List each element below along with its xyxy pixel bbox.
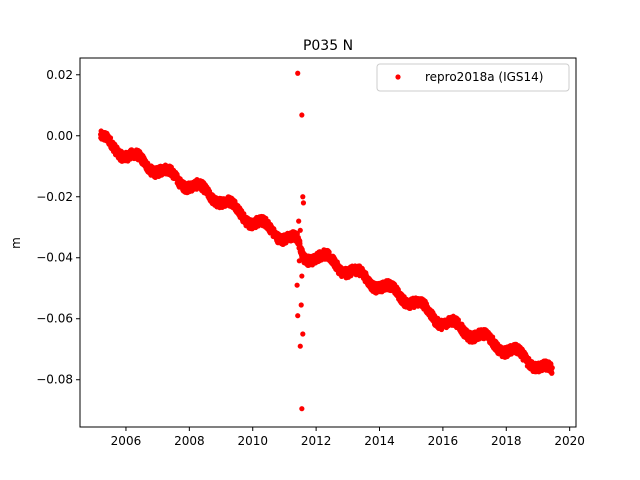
x-tick-label: 2020 <box>554 434 585 448</box>
x-tick-label: 2016 <box>428 434 459 448</box>
chart-title: P035 N <box>303 38 353 54</box>
outlier-point <box>298 302 304 308</box>
data-points <box>98 70 555 412</box>
x-axis: 2006 2008 2010 2012 2014 2016 2018 2020 <box>111 427 585 448</box>
outlier-point <box>297 239 303 246</box>
y-axis-label: m <box>9 237 23 249</box>
x-tick-label: 2008 <box>174 434 205 448</box>
x-tick-label: 2018 <box>491 434 522 448</box>
x-tick-label: 2012 <box>301 434 332 448</box>
y-tick-label: −0.02 <box>36 190 73 204</box>
data-point <box>549 365 555 371</box>
outlier-point <box>298 249 304 255</box>
outlier-point <box>295 313 301 319</box>
outlier-point <box>294 282 300 288</box>
outlier-point <box>296 258 302 264</box>
plot-area-frame <box>79 57 577 428</box>
outlier-point <box>300 200 307 206</box>
outlier-point <box>300 194 306 200</box>
outlier-point <box>297 343 303 349</box>
x-tick-label: 2010 <box>237 434 268 448</box>
legend-label: repro2018a (IGS14) <box>425 70 543 84</box>
outlier-point <box>299 406 305 412</box>
x-tick-label: 2006 <box>111 434 142 448</box>
outlier-point <box>299 273 305 279</box>
legend-marker <box>395 74 401 80</box>
outlier-point <box>296 218 302 224</box>
y-tick-label: −0.04 <box>36 251 73 265</box>
legend-box <box>376 63 570 92</box>
outlier-point <box>297 227 303 233</box>
outlier-point <box>299 112 305 118</box>
y-tick-label: 0.00 <box>46 129 73 143</box>
y-axis: 0.02 0.00 −0.02 −0.04 −0.06 −0.08 <box>36 68 80 387</box>
y-tick-label: −0.06 <box>36 312 73 326</box>
outlier-point <box>295 70 301 76</box>
outlier-point <box>300 331 306 337</box>
y-tick-label: 0.02 <box>46 68 73 82</box>
y-tick-label: −0.08 <box>36 373 73 387</box>
legend: repro2018a (IGS14) <box>376 63 570 92</box>
data-point <box>107 135 114 141</box>
data-point <box>549 370 555 376</box>
x-tick-label: 2014 <box>364 434 395 448</box>
